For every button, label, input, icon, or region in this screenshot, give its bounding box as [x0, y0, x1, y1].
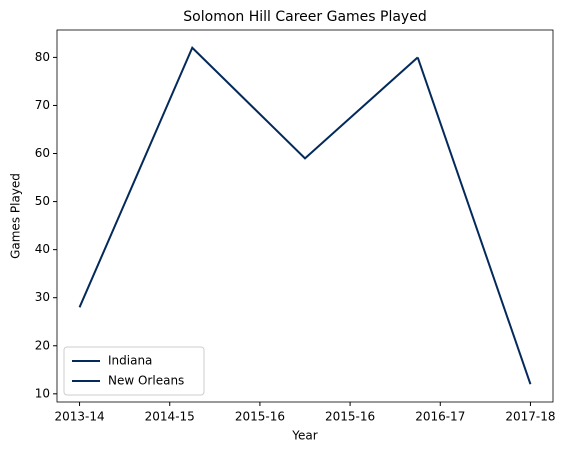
legend-label: Indiana [108, 354, 152, 368]
y-tick-label: 40 [35, 242, 50, 256]
line-series [416, 57, 532, 385]
y-tick-label: 30 [35, 290, 50, 304]
x-tick-label: 2017-18 [505, 410, 555, 424]
y-axis-label: Games Played [9, 173, 23, 259]
x-tick-label: 2016-17 [415, 410, 465, 424]
x-axis-label: Year [291, 429, 317, 443]
legend: Indiana New Orleans [63, 346, 205, 396]
y-tick-label: 20 [35, 338, 50, 352]
x-tick-label: 2015-16 [325, 410, 375, 424]
y-tick-label: 60 [35, 146, 50, 160]
y-tick-label: 70 [35, 98, 50, 112]
legend-label: New Orleans [108, 374, 184, 388]
y-tick-label: 50 [35, 194, 50, 208]
legend-box [63, 346, 205, 396]
y-tick-label: 80 [35, 50, 50, 64]
x-tick-label: 2014-15 [145, 410, 195, 424]
line-series [78, 46, 419, 308]
x-tick-label: 2013-14 [54, 410, 104, 424]
chart-title: Solomon Hill Career Games Played [183, 9, 426, 25]
plot-frame [56, 29, 554, 403]
x-tick-label: 2015-16 [235, 410, 285, 424]
y-tick-label: 10 [35, 386, 50, 400]
